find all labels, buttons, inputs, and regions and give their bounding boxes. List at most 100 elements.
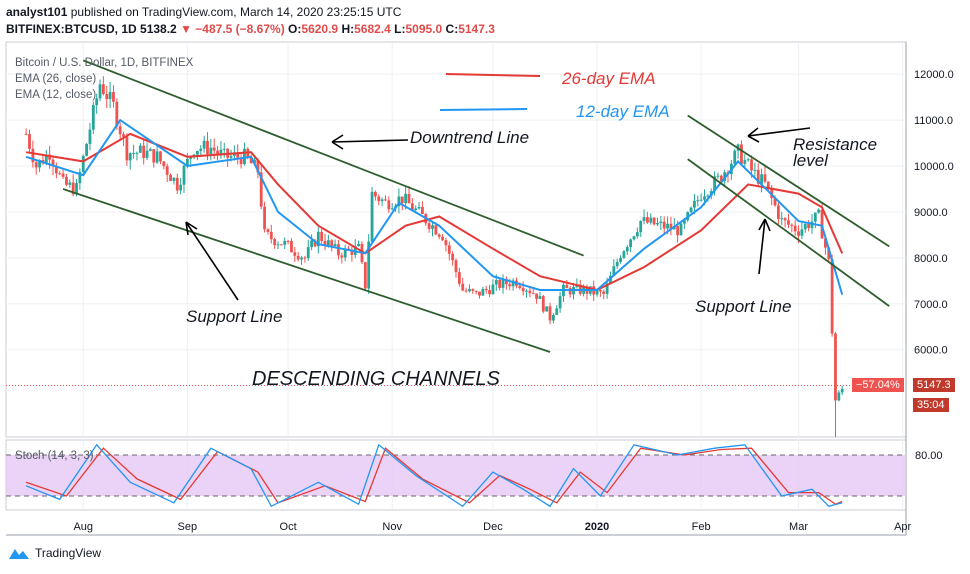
annotation-arrows (185, 127, 811, 301)
candle-body (112, 91, 115, 102)
candle-body (38, 160, 41, 168)
candle-body (404, 193, 408, 204)
countdown-tag: 35:04 (913, 398, 949, 412)
candle-body (703, 196, 706, 200)
candle-body (498, 279, 502, 288)
y-tick-label: 12000.0 (914, 69, 954, 81)
candle-body (447, 245, 451, 254)
candle-body (263, 206, 266, 230)
candle-body (733, 150, 737, 164)
brand-name[interactable]: TradingView (35, 546, 102, 560)
candle-body (162, 161, 166, 167)
candle-body (756, 169, 760, 184)
stoch-legend[interactable]: Stoch (14, 3, 3) (15, 450, 94, 462)
candle-body (243, 148, 246, 165)
candle-body (236, 152, 240, 158)
candle-body (612, 266, 616, 276)
y-tick-label: 7000.0 (914, 299, 948, 311)
candle-body (142, 145, 146, 158)
candle-body (810, 221, 814, 229)
candle-body (95, 98, 99, 106)
publisher-user[interactable]: analyst101 (6, 5, 68, 19)
price-change: −487.5 (−8.67%) (195, 22, 285, 36)
candle-body (400, 196, 404, 204)
candle-body (558, 296, 562, 309)
candle-body (766, 181, 770, 188)
ema12-label: 12-day EMA (576, 102, 670, 121)
candle-body (202, 140, 206, 149)
open-label: O: (288, 22, 302, 36)
candle-body (81, 155, 85, 173)
candle-body (326, 240, 330, 246)
candle-body (508, 284, 512, 287)
candle-body (279, 244, 283, 246)
candle-body (787, 220, 790, 225)
candle-body (491, 284, 495, 295)
candle-body (239, 157, 243, 165)
candle-body (538, 296, 542, 299)
candle-body (189, 157, 193, 159)
candle-body (414, 208, 418, 211)
ohlc-bar: BITFINEX:BTCUSD, 1D 5138.2 ▼ −487.5 (−8.… (6, 22, 495, 36)
candle-body (105, 94, 109, 100)
candle-body (719, 175, 723, 182)
last-price: 5138.2 (140, 22, 177, 36)
downtrend-arrow-icon (331, 134, 409, 150)
candle-body (125, 136, 129, 161)
candle-body (88, 129, 92, 144)
candle-body (216, 150, 219, 154)
candle-body (783, 218, 787, 221)
candle-body (797, 231, 800, 236)
candle-body (283, 240, 287, 245)
candle-body (689, 207, 693, 213)
candle-body (793, 225, 797, 232)
candle-body (743, 160, 747, 164)
candle-body (535, 293, 538, 299)
pct-change-tag: −57.04% (852, 378, 904, 392)
candle-body (441, 236, 444, 241)
tradingview-logo-icon (9, 549, 29, 559)
candle-body (367, 241, 371, 289)
candle-body (206, 140, 209, 154)
support-right-arrow-icon (758, 218, 771, 275)
candle-body (484, 288, 488, 291)
candle-body (824, 238, 827, 248)
candle-body (387, 200, 391, 210)
candle-body (541, 296, 545, 312)
candle-body (410, 203, 414, 211)
candle-body (91, 105, 95, 130)
support-line-right-label: Support Line (695, 297, 791, 316)
candle-body (128, 153, 132, 161)
candle-body (763, 174, 767, 182)
candle-body (185, 158, 189, 166)
candle-body (85, 143, 88, 156)
candle-body (337, 244, 340, 256)
candle-body (316, 231, 320, 247)
candle-body (397, 196, 401, 207)
y-tick-label: 8000.0 (914, 253, 948, 265)
ema26-legend[interactable]: EMA (26, close) (15, 73, 97, 85)
high-value: 5682.4 (354, 22, 391, 36)
candle-body (350, 249, 354, 255)
candle-body (716, 175, 720, 177)
x-tick-label: Sep (178, 521, 198, 533)
candle-body (58, 173, 62, 175)
open-value: 5620.9 (301, 22, 339, 36)
candle-body (256, 159, 260, 173)
ema-lines (25, 118, 844, 295)
ema12-legend[interactable]: EMA (12, close) (15, 89, 97, 101)
candle-body (753, 169, 757, 171)
candle-body (310, 240, 313, 248)
candle-body (713, 176, 716, 192)
candle-body (528, 290, 532, 294)
x-tick-label: Mar (789, 521, 808, 533)
candle-body (481, 288, 485, 296)
resistance-label-2: level (793, 151, 829, 170)
candle-body (159, 151, 162, 162)
y-tick-label: 10000.0 (914, 161, 954, 173)
candle-body (565, 284, 569, 289)
candle-body (521, 288, 525, 292)
candle-body (773, 197, 777, 206)
downtrend-label: Downtrend Line (410, 128, 529, 147)
